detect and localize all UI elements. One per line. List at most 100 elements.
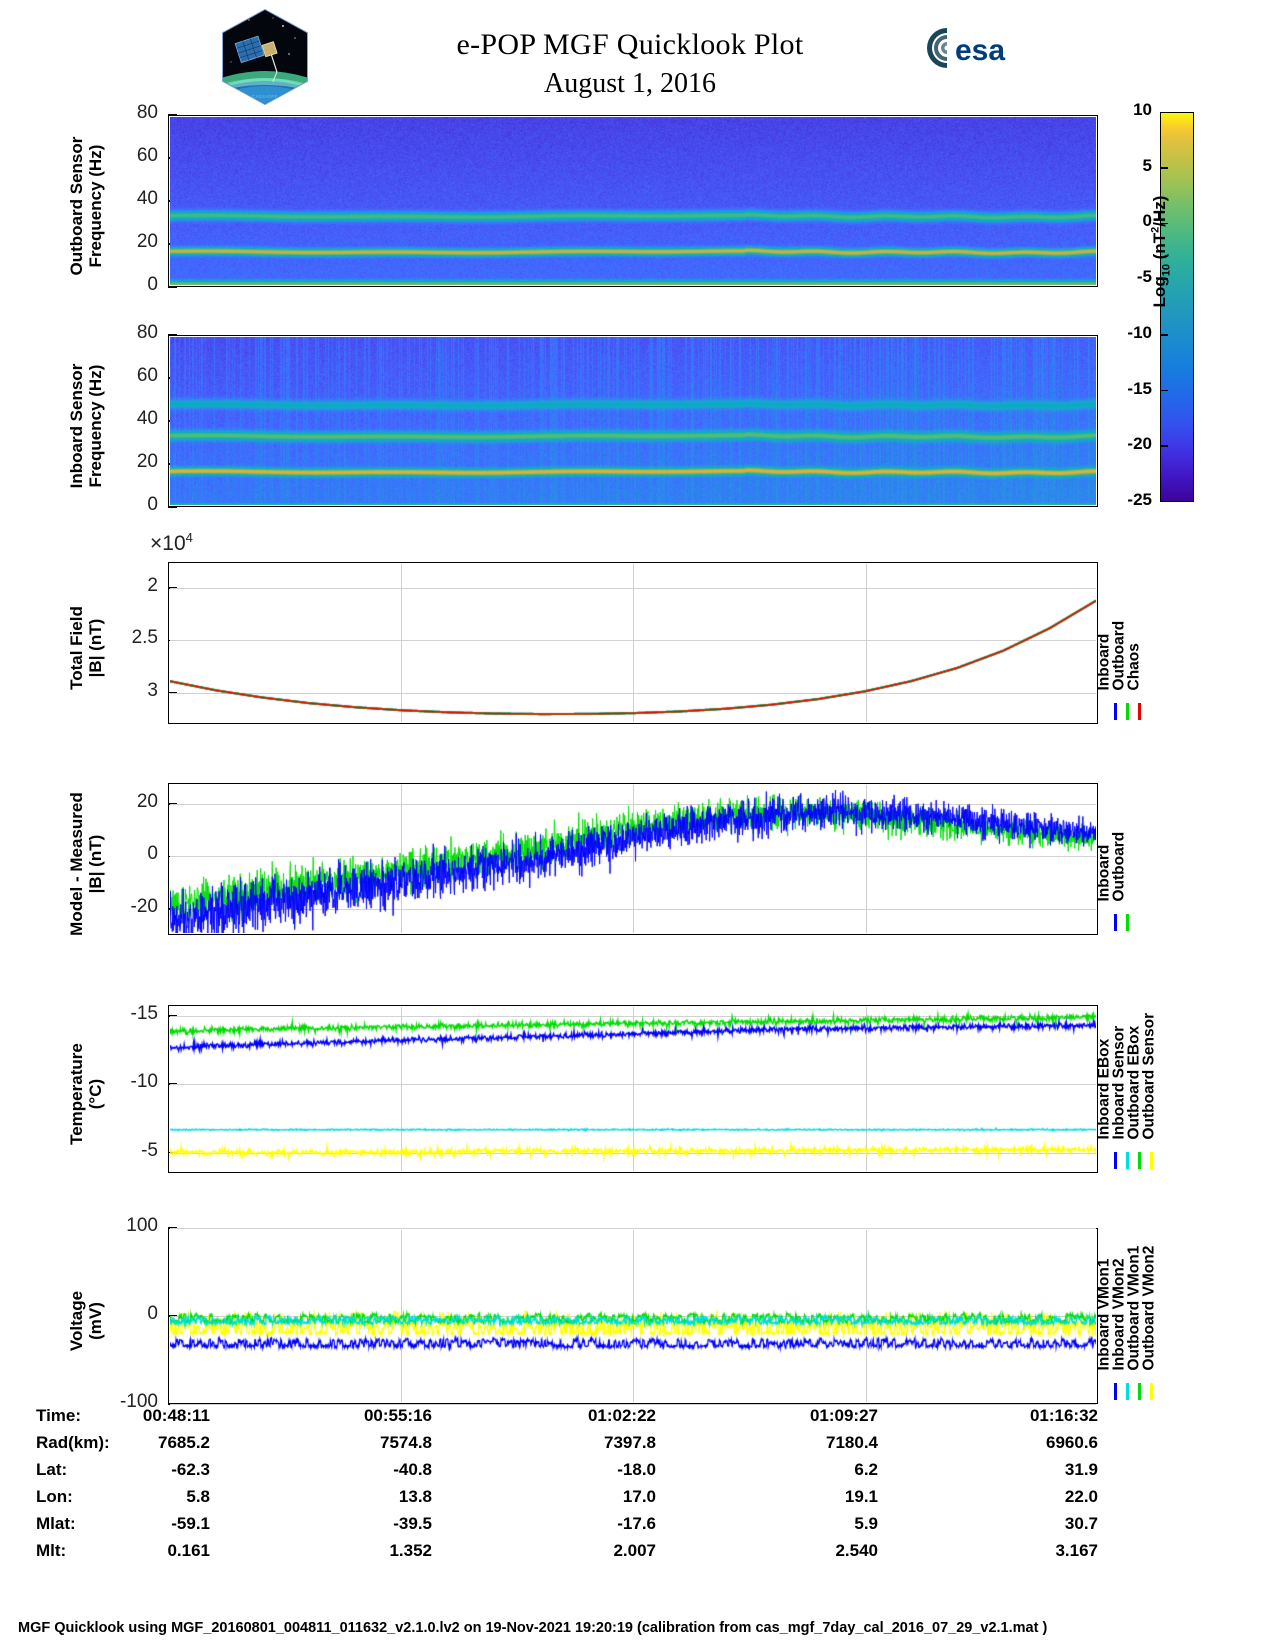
inboard-spectrogram-y-tick-label: 60 — [136, 365, 158, 386]
temperature-y-tick-label: -15 — [130, 1002, 158, 1024]
table-cell: -62.3 — [171, 1460, 210, 1479]
table-row: Lon: 5.8 13.8 17.0 19.1 22.0 — [0, 1487, 1160, 1514]
colorbar-tick-label: -5 — [1136, 267, 1152, 287]
total-field-y-axis-label: Total Field |B| (nT) — [66, 606, 105, 690]
table-cell: 3.167 — [1055, 1541, 1098, 1560]
table-cell: 7574.8 — [380, 1433, 432, 1452]
y-tick-mark — [168, 286, 177, 288]
y-tick-mark — [168, 506, 177, 508]
colorbar-tick-label: 0 — [1142, 211, 1152, 231]
inboard-spectrogram-y-tick-label: 20 — [136, 451, 158, 472]
legend-entry-label: Outboard — [1110, 831, 1128, 901]
outboard-spectrogram-y-tick-label: 0 — [147, 274, 158, 295]
table-cell: 7180.4 — [826, 1433, 878, 1452]
title-block: e-POP MGF Quicklook Plot August 1, 2016 — [330, 28, 930, 100]
inboard-spectrogram-data-canvas — [170, 337, 1096, 505]
legend-swatch — [1114, 1152, 1117, 1169]
table-row-label: Lat: — [36, 1460, 68, 1479]
table-cell: 1.352 — [389, 1541, 432, 1560]
outboard-spectrogram-y-tick-label: 40 — [136, 188, 158, 209]
esa-logo: esa — [925, 26, 1045, 70]
esa-wordmark: esa — [955, 34, 1005, 67]
inboard-spectrogram-y-tick-label: 40 — [136, 408, 158, 429]
legend-swatch — [1150, 1383, 1153, 1400]
table-cell: -18.0 — [617, 1460, 656, 1479]
voltage-data-canvas — [170, 1230, 1096, 1402]
table-row-label: Time: — [36, 1406, 82, 1425]
table-cell: 22.0 — [1064, 1487, 1098, 1506]
total-field-legend: Inboard Outboard Chaos — [1096, 562, 1176, 724]
legend-color-swatches — [1114, 1383, 1153, 1400]
table-cell: 30.7 — [1064, 1514, 1098, 1533]
table-row-label: Rad(km): — [36, 1433, 110, 1452]
colorbar-tick-label: 10 — [1133, 100, 1152, 119]
outboard-spectrogram-y-tick-label: 20 — [136, 231, 158, 252]
model-minus-measured-y-tick-label: -20 — [130, 895, 158, 917]
model-minus-measured-y-axis-label: Model - Measured |B| (nT) — [66, 792, 105, 936]
legend-swatch — [1126, 1152, 1129, 1169]
y-tick-mark — [168, 334, 177, 336]
voltage-legend: Inboard VMon1 Inboard VMon2 Outboard VMon1… — [1096, 1228, 1176, 1404]
legend-color-swatches — [1114, 914, 1129, 931]
legend-swatch — [1138, 1383, 1141, 1400]
total-field-y-tick-label: 3 — [147, 679, 158, 701]
colorbar-tick-label: -20 — [1127, 434, 1152, 454]
table-cell: 7397.8 — [604, 1433, 656, 1452]
temperature-legend: Inboard EBox Inboard Sensor Outboard EBox O… — [1096, 1005, 1176, 1173]
temperature-y-tick-label: -5 — [141, 1139, 158, 1161]
horizontal-gridline — [170, 1228, 1096, 1229]
table-cell: 6960.6 — [1046, 1433, 1098, 1452]
table-cell: 2.540 — [835, 1541, 878, 1560]
table-cell: 01:16:32 — [1029, 1406, 1098, 1425]
table-row: Lat: -62.3 -40.8 -18.0 6.2 31.9 — [0, 1460, 1160, 1487]
temperature-y-axis-label: Temperature (°C) — [66, 1043, 105, 1145]
colorbar-tick-mark — [1160, 445, 1168, 448]
colorbar-tick-label: -15 — [1127, 378, 1152, 398]
table-row-label: Lon: — [36, 1487, 73, 1506]
legend-color-swatches — [1114, 1152, 1153, 1169]
inboard-spectrogram-y-axis-label: Inboard Sensor Frequency (Hz) — [66, 363, 105, 489]
y-tick-mark — [168, 1403, 177, 1405]
legend-swatch — [1126, 914, 1129, 931]
table-cell: 5.9 — [854, 1514, 878, 1533]
outboard-spectrogram-data-canvas — [170, 117, 1096, 285]
legend-swatch — [1114, 1383, 1117, 1400]
table-row: Mlat: -59.1 -39.5 -17.6 5.9 30.7 — [0, 1514, 1160, 1541]
legend-entry-label: Outboard VMon2 — [1140, 1245, 1158, 1370]
total-field-data-canvas — [170, 564, 1096, 722]
y-tick-mark — [168, 114, 177, 116]
table-row: Mlt: 0.161 1.352 2.007 2.540 3.167 — [0, 1541, 1160, 1568]
inboard-spectrogram-y-tick-label: 80 — [136, 322, 158, 343]
outboard-spectrogram-y-tick-label: 60 — [136, 145, 158, 166]
colorbar — [1160, 112, 1194, 502]
table-row-label: Mlt: — [36, 1541, 67, 1560]
colorbar-label: Log10 (nT2/Hz) — [1149, 195, 1173, 308]
legend-color-swatches — [1114, 703, 1141, 720]
table-cell: -59.1 — [171, 1514, 210, 1533]
model-minus-measured-y-tick-label: 0 — [147, 843, 158, 865]
footer-provenance: MGF Quicklook using MGF_20160801_004811_… — [18, 1620, 1048, 1636]
temperature-data-canvas — [170, 1007, 1096, 1171]
page-header: CASSIOPE e-POP MGF Quicklook Plot August… — [0, 0, 1275, 112]
ephemeris-table: Time: 00:48:11 00:55:16 01:02:22 01:09:27 01:… — [0, 1406, 1160, 1596]
table-cell: 31.9 — [1064, 1460, 1098, 1479]
table-cell: 2.007 — [613, 1541, 656, 1560]
voltage-y-tick-label: -100 — [119, 1391, 158, 1412]
table-row: Time: 00:48:11 00:55:16 01:02:22 01:09:27 01:… — [0, 1406, 1160, 1433]
outboard-spectrogram-y-tick-label: 80 — [136, 102, 158, 123]
horizontal-gridline — [170, 1404, 1096, 1405]
total-field-y-tick-label: 2 — [147, 575, 158, 597]
y-tick-mark — [168, 1227, 177, 1229]
table-cell: 19.1 — [844, 1487, 878, 1506]
outboard-spectrogram-y-axis-label: Outboard Sensor Frequency (Hz) — [66, 136, 105, 276]
svg-text:CASSIOPE: CASSIOPE — [252, 94, 278, 99]
legend-swatch — [1114, 703, 1117, 720]
table-cell: 00:48:11 — [142, 1406, 210, 1425]
colorbar-tick-label: -25 — [1127, 490, 1152, 509]
y-axis-exponent: ×104 — [150, 530, 193, 555]
colorbar-tick-mark — [1160, 166, 1168, 169]
voltage-y-tick-label: 0 — [147, 1303, 158, 1324]
colorbar-tick-label: -10 — [1127, 322, 1152, 342]
inboard-spectrogram-y-tick-label: 0 — [147, 494, 158, 515]
legend-swatch — [1114, 914, 1117, 931]
